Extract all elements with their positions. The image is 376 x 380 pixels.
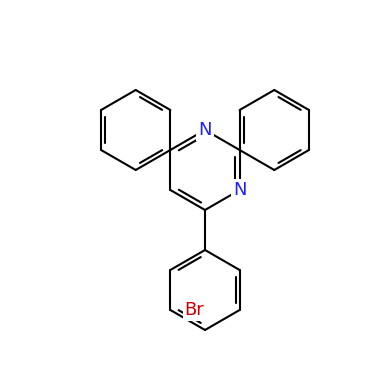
Text: N: N [198, 121, 212, 139]
Text: Br: Br [184, 301, 204, 319]
Text: N: N [233, 181, 246, 199]
